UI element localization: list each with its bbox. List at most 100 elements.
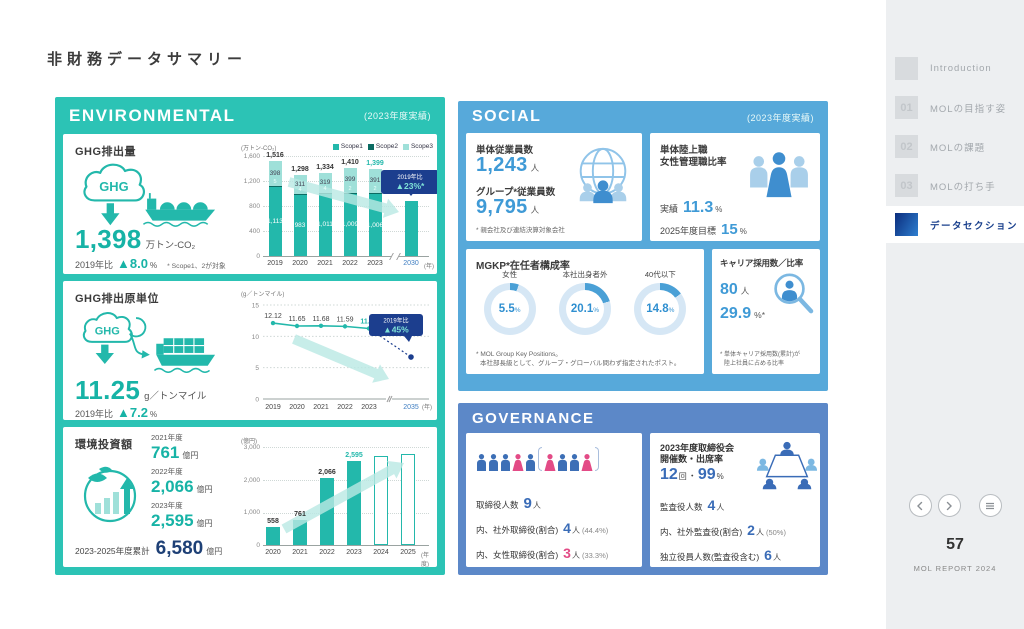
investment-value: 761	[151, 443, 180, 463]
bar-segment-label: 1,113	[267, 218, 283, 226]
ghg-comparison-prefix: 2019年比	[75, 260, 114, 270]
sidebar-item-number	[895, 213, 918, 236]
sidebar-item-4[interactable]: データセクション	[886, 206, 1024, 243]
sidebar-item-3[interactable]: 03 MOLの打ち手	[886, 167, 1024, 204]
ghg-value-line: 1,398 万トン-CO₂	[75, 224, 195, 255]
sidebar-item-label: MOLの目指す姿	[930, 103, 1007, 115]
ghg-emissions-card: GHG排出量 GHG 1,398	[63, 134, 437, 274]
bar-total-label: 1,334	[316, 163, 334, 171]
x-tick-label-target: 2030	[403, 260, 419, 267]
donut-ring: 5.5%	[483, 283, 536, 335]
career-ratio-line: 29.9 %*	[720, 305, 765, 323]
board-title-2: 開催数・出席率	[660, 454, 724, 464]
y-tick-label: 1,000	[243, 509, 260, 517]
male-director-icon	[476, 454, 487, 471]
donut-value: 5.5%	[490, 290, 529, 328]
ghg-scope-note: * Scope1、2が対象	[167, 263, 226, 270]
planned-bar	[374, 456, 388, 546]
female-managers-label-1: 単体陸上職	[660, 145, 708, 156]
bar-value-label: 2,066	[318, 468, 336, 476]
axis-unit-label: (万トン-CO₂)	[241, 146, 277, 152]
target-label: 2025年度目標	[660, 226, 717, 236]
outside-auditors-unit: 人	[755, 528, 764, 537]
legend-swatch	[367, 143, 374, 150]
investment-value-line-1: 2,066 億円	[151, 477, 213, 497]
ghg-emissions-chart: (万トン-CO₂) Scope1 Scope2 Scope3 1,600 1,200 800…	[239, 140, 437, 270]
planned-bar	[401, 453, 415, 546]
sidebar-item-1[interactable]: 01 MOLの目指す姿	[886, 89, 1024, 126]
green-investment-icon	[79, 463, 141, 530]
mgkp-composition-card: MGKP*在任者構成率 女性 5.5% 本社出身者外 20.1% 40代以下 14.8% …	[466, 249, 704, 374]
actual-label: 実績	[660, 204, 679, 214]
svg-text:12.12: 12.12	[264, 313, 282, 320]
menu-button[interactable]	[978, 494, 1002, 517]
svg-text:GHG: GHG	[95, 325, 120, 337]
sidebar-item-2[interactable]: 02 MOLの課題	[886, 128, 1024, 165]
investment-bar	[347, 460, 361, 546]
magnifier-person-icon	[768, 269, 820, 326]
female-managers-target-row: 2025年度目標 15 %	[660, 221, 747, 238]
investment-value: 2,066	[151, 477, 194, 497]
x-tick-label: 2020	[292, 260, 308, 267]
outside-directors-row: 内、社外取締役(割合) 4 人 (44.4%)	[476, 520, 608, 536]
employees-group-value: 9,795	[476, 196, 528, 218]
outside-directors-value: 4	[563, 520, 571, 536]
directors-total-value: 9	[523, 495, 532, 512]
investment-year-1: 2022年度	[151, 467, 183, 477]
sidebar-item-label: MOLの課題	[930, 142, 986, 154]
bar-segment-label: 1,011	[317, 221, 333, 229]
ghg-cloud-tanker-icon: GHG	[73, 160, 223, 233]
svg-text:▲45%: ▲45%	[383, 324, 409, 334]
svg-text:2019: 2019	[265, 404, 281, 411]
outside-directors-ratio: (44.4%)	[581, 526, 609, 535]
female-director-icon	[581, 454, 593, 471]
legend-swatch	[402, 143, 409, 150]
svg-text:(年): (年)	[422, 403, 432, 411]
x-tick-label: 2021	[317, 260, 333, 267]
gridline	[263, 545, 429, 547]
sidebar: Introduction 01 MOLの目指す姿 02 MOLの課題 03 MOLの打ち手デ…	[886, 0, 1024, 629]
x-tick-label: 2021	[292, 549, 308, 557]
chevron-right-icon	[946, 501, 952, 510]
outside-auditors-label: 内、社外監査役(割合)	[660, 527, 743, 537]
investment-label: 環境投資額	[75, 439, 133, 452]
sidebar-item-label: MOLの打ち手	[930, 181, 996, 193]
svg-text:(g／トンマイル): (g／トンマイル)	[241, 291, 284, 298]
sidebar-item-number: 03	[895, 174, 918, 197]
ghg-unit: 万トン-CO₂	[145, 240, 196, 251]
environmental-body: GHG排出量 GHG 1,398	[63, 134, 437, 568]
male-director-icon	[488, 454, 499, 471]
investment-unit: 億円	[196, 485, 213, 495]
svg-text:GHG: GHG	[99, 179, 128, 194]
donut-label: 本社出身者外	[562, 270, 608, 279]
y-tick-label: 800	[249, 202, 260, 210]
x-axis-suffix: (年)	[424, 264, 434, 270]
x-tick-label: 2023	[346, 549, 362, 557]
directors-total-row: 取締役人数 9 人	[476, 495, 541, 512]
y-tick-label: 2,000	[243, 476, 260, 484]
career-count-unit: 人	[740, 286, 750, 296]
female-director-icon	[544, 454, 556, 471]
social-header: SOCIAL (2023年度実績)	[458, 101, 828, 133]
female-managers-actual-row: 実績 11.3 %	[660, 199, 722, 217]
intensity-unit: g／トンマイル	[144, 390, 207, 402]
legend-item: Scope3	[402, 143, 433, 150]
badge-line-1: 2019年比	[397, 175, 423, 181]
environmental-title: ENVIRONMENTAL	[69, 105, 236, 125]
independent-officers-value: 6	[764, 547, 772, 563]
previous-page-button[interactable]	[908, 494, 932, 517]
female-directors-unit: 人	[571, 551, 580, 560]
investment-total-row: 2023-2025年度累計 6,580 億円	[75, 538, 222, 560]
directors-total-label: 取締役人数	[476, 500, 519, 510]
sidebar-item-0[interactable]: Introduction	[886, 50, 1024, 87]
sidebar-item-number	[895, 57, 918, 80]
y-tick-label: 400	[249, 227, 260, 235]
directors-pictogram-row	[476, 447, 638, 471]
employees-note: * 親会社及び連結決算対象会社	[476, 227, 565, 234]
investment-year-2: 2023年度	[151, 501, 183, 511]
svg-text:11.68: 11.68	[313, 315, 330, 322]
intensity-target-badge: 2019年比▲45%	[369, 313, 423, 342]
next-page-button[interactable]	[937, 494, 961, 517]
investment-value: 2,595	[151, 511, 194, 531]
bar-total-label: 1,399	[366, 159, 384, 167]
